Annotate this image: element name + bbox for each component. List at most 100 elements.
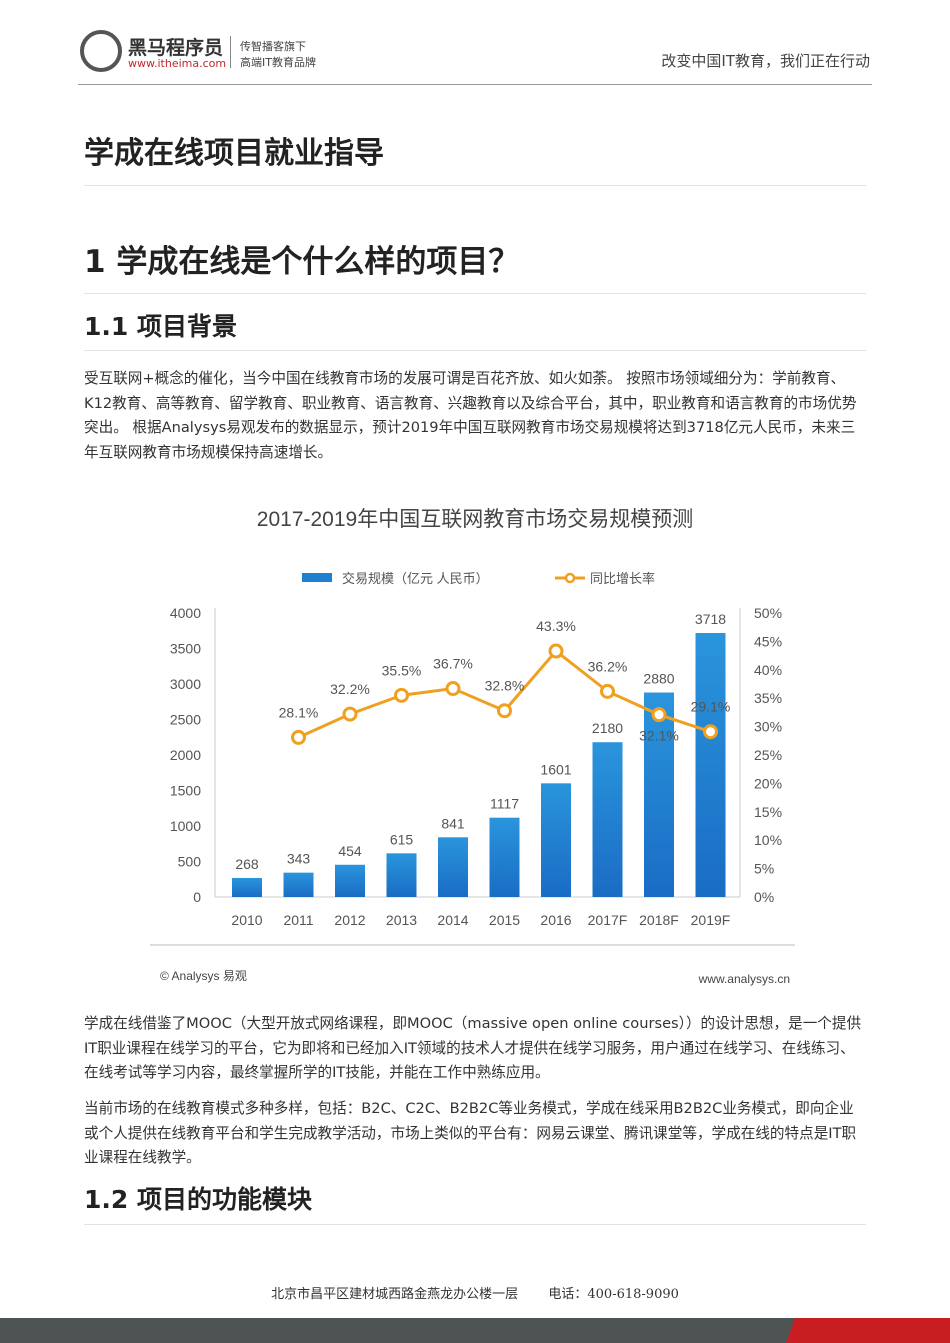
bar: [232, 877, 262, 897]
bar: [695, 633, 726, 897]
growth-point: [651, 707, 667, 723]
y-left-tick-label: 2000: [170, 747, 201, 763]
y-left-tick-label: 2500: [170, 712, 201, 728]
y-right-tick-label: 15%: [754, 804, 782, 820]
growth-data-label: 32.2%: [330, 681, 370, 697]
subsection-rule: [84, 1224, 866, 1225]
y-right-tick-label: 5%: [754, 861, 774, 877]
bar: [489, 817, 520, 897]
x-tick-label: 2011: [283, 912, 313, 928]
growth-point: [600, 683, 615, 699]
y-left-tick-label: 1500: [170, 783, 201, 799]
bar-data-label: 454: [338, 843, 362, 859]
header-divider: [230, 36, 231, 68]
paragraph-business-model: 当前市场的在线教育模式多种多样，包括：B2C、C2C、B2B2C等业务模式，学成…: [84, 1100, 857, 1166]
bar-data-label: 268: [235, 856, 259, 872]
y-right-tick-label: 0%: [754, 889, 774, 905]
tagline-2: 高端IT教育品牌: [240, 56, 316, 69]
chart-title: 2017-2019年中国互联网教育市场交易规模预测: [257, 508, 693, 531]
bar-data-label: 841: [441, 815, 465, 831]
x-tick-label: 2013: [386, 912, 417, 928]
paragraph-mooc: 学成在线借鉴了MOOC（大型开放式网络课程，即MOOC（massive open…: [84, 1015, 862, 1081]
title-rule: [84, 185, 866, 186]
section-1-heading: 1 学成在线是个什么样的项目？: [84, 244, 520, 280]
x-tick-label: 2014: [437, 912, 468, 928]
header-slogan: 改变中国IT教育，我们正在行动: [661, 52, 870, 70]
growth-point: [394, 687, 409, 703]
y-right-tick-label: 10%: [754, 832, 782, 848]
growth-data-label: 43.3%: [536, 618, 576, 634]
growth-point: [703, 724, 718, 740]
x-tick-label: 2017F: [588, 912, 628, 928]
market-chart: 2017-2019年中国互联网教育市场交易规模预测交易规模（亿元 人民币） 同比增…: [150, 478, 800, 1000]
growth-point: [548, 643, 564, 659]
footer-phone: 电话：400-618-9090: [548, 1287, 679, 1302]
footer-accent: [786, 1318, 950, 1343]
x-tick-label: 2016: [540, 912, 571, 928]
brand-url: www.itheima.com: [128, 57, 227, 70]
footer-address: 北京市昌平区建材城西路金燕龙办公楼一层: [271, 1287, 519, 1302]
subsection-rule: [84, 350, 866, 351]
logo-horse-icon: [80, 30, 122, 72]
y-right-tick-label: 50%: [754, 605, 782, 621]
growth-data-label: 35.5%: [382, 662, 422, 678]
growth-data-label: 32.8%: [485, 678, 525, 694]
x-tick-label: 2015: [489, 912, 520, 928]
bar-data-label: 615: [390, 831, 414, 847]
y-left-tick-label: 3000: [170, 676, 201, 692]
bar-data-label: 343: [287, 851, 311, 867]
growth-data-label: 36.7%: [433, 656, 473, 672]
bar-data-label: 3718: [695, 611, 726, 627]
chart-source-url: www.analysys.cn: [698, 972, 790, 986]
bar: [541, 783, 571, 897]
bar-data-label: 2880: [643, 671, 674, 687]
bar: [592, 742, 623, 897]
bar: [335, 864, 365, 897]
growth-point: [342, 706, 358, 722]
subsection-1-2-heading: 1.2 项目的功能模块: [84, 1185, 312, 1214]
growth-point: [291, 729, 306, 745]
y-right-tick-label: 40%: [754, 662, 782, 678]
x-tick-label: 2019F: [691, 912, 731, 928]
chart-source: © Analysys 易观: [160, 969, 247, 983]
growth-data-label: 29.1%: [691, 699, 731, 715]
y-right-tick-label: 45%: [754, 633, 782, 649]
y-left-tick-label: 1000: [170, 818, 201, 834]
document-title: 学成在线项目就业指导: [84, 136, 384, 171]
x-tick-label: 2010: [231, 912, 262, 928]
y-left-tick-label: 0: [193, 889, 201, 905]
bar: [386, 853, 417, 897]
header-rule: [78, 84, 872, 85]
y-left-tick-label: 3500: [170, 641, 201, 657]
growth-point: [445, 681, 461, 697]
bar: [283, 872, 314, 897]
paragraph-background: 受互联网+概念的催化，当今中国在线教育市场的发展可谓是百花齐放、如火如荼。 按照…: [84, 370, 857, 461]
bar-data-label: 1601: [540, 761, 571, 777]
y-left-tick-label: 4000: [170, 605, 201, 621]
x-tick-label: 2018F: [639, 912, 679, 928]
y-right-tick-label: 30%: [754, 719, 782, 735]
y-left-tick-label: 500: [178, 854, 202, 870]
y-right-tick-label: 35%: [754, 690, 782, 706]
bar-data-label: 2180: [592, 720, 623, 736]
section-rule: [84, 293, 866, 294]
y-right-tick-label: 25%: [754, 747, 782, 763]
bar-data-label: 1117: [490, 796, 519, 812]
growth-data-label: 32.1%: [639, 728, 679, 744]
bar: [644, 692, 674, 897]
brand-name: 黑马程序员: [128, 37, 224, 59]
growth-data-label: 36.2%: [588, 658, 628, 674]
document-content: 学成在线项目就业指导 1 学成在线是个什么样的项目？ 1.1 项目背景 受互联网…: [84, 134, 866, 1225]
footer-contact: 北京市昌平区建材城西路金燕龙办公楼一层 电话：400-618-9090: [0, 1283, 950, 1302]
legend-bar-label: 交易规模（亿元 人民币）: [342, 571, 489, 586]
legend-bar-swatch: [302, 573, 332, 582]
legend-line-label: 同比增长率: [590, 571, 655, 586]
subsection-1-1-heading: 1.1 项目背景: [84, 312, 237, 341]
legend-line-marker: [564, 572, 576, 584]
tagline-1: 传智播客旗下: [240, 40, 306, 53]
x-tick-label: 2012: [334, 912, 365, 928]
growth-point: [497, 703, 512, 719]
growth-data-label: 28.1%: [279, 704, 319, 720]
